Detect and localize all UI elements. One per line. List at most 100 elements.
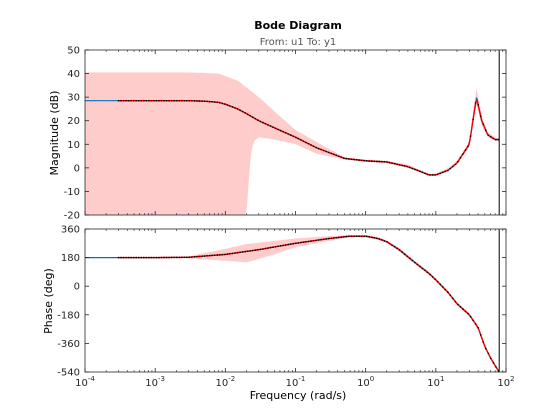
data-point: [439, 283, 442, 286]
data-point: [348, 158, 350, 160]
data-point: [398, 249, 401, 251]
data-point: [282, 130, 284, 133]
data-point: [201, 100, 203, 102]
confidence-band: [85, 72, 500, 216]
chart-subtitle: From: u1 To: y1: [260, 37, 337, 48]
data-point: [191, 256, 193, 258]
data-point: [462, 308, 464, 310]
data-point: [125, 99, 127, 102]
data-point: [127, 256, 130, 259]
data-point: [363, 235, 366, 237]
data-point: [120, 99, 122, 102]
data-point: [454, 300, 457, 303]
data-point: [267, 124, 269, 126]
data-point: [249, 115, 251, 117]
data-point: [137, 256, 140, 259]
data-point: [193, 100, 196, 102]
data-point: [216, 101, 219, 103]
data-point: [249, 250, 251, 252]
data-point: [155, 99, 158, 102]
data-point: [211, 254, 213, 257]
data-point: [409, 257, 411, 260]
data-point: [277, 128, 279, 131]
data-point: [206, 100, 208, 103]
magnitude-y-axis-label: Magnitude (dB): [48, 91, 61, 176]
data-point: [170, 99, 173, 102]
data-point: [426, 271, 429, 274]
data-point: [373, 237, 376, 239]
data-point: [145, 256, 148, 259]
data-point: [122, 256, 125, 259]
data-point: [472, 118, 474, 121]
data-point: [186, 99, 188, 102]
data-point: [441, 286, 444, 288]
data-point: [244, 112, 246, 114]
data-point: [378, 160, 381, 163]
data-point: [203, 255, 206, 257]
data-point: [135, 99, 137, 102]
data-point: [295, 242, 297, 245]
data-point: [269, 246, 272, 249]
data-point: [183, 99, 186, 102]
data-point: [416, 169, 419, 172]
data-point: [431, 174, 434, 176]
data-point: [175, 256, 178, 259]
data-point: [130, 99, 132, 102]
data-point: [289, 134, 292, 136]
data-point: [429, 174, 431, 176]
data-point: [454, 163, 457, 166]
data-point: [224, 103, 226, 105]
data-point: [360, 235, 363, 237]
data-point: [188, 256, 191, 259]
data-point: [158, 256, 160, 259]
data-point: [267, 247, 269, 249]
data-point: [287, 243, 290, 246]
data-point: [143, 99, 145, 102]
data-point: [485, 347, 487, 350]
data-point: [401, 251, 404, 253]
data-point: [358, 159, 360, 161]
data-point: [320, 238, 322, 241]
data-point: [168, 256, 170, 259]
y-tick-label: 10: [67, 140, 80, 151]
data-point: [244, 250, 246, 253]
data-point: [482, 341, 485, 343]
data-point: [165, 99, 168, 102]
data-point: [317, 147, 320, 150]
data-point: [338, 236, 340, 239]
data-point: [193, 255, 196, 258]
data-point: [127, 99, 130, 102]
axes-frame: [84, 228, 507, 373]
y-tick-label: 0: [74, 282, 80, 293]
data-point: [424, 172, 426, 175]
data-point: [378, 238, 381, 240]
y-tick-label: 30: [67, 93, 80, 104]
data-point: [191, 100, 193, 102]
data-point: [284, 132, 287, 134]
data-point: [284, 244, 287, 246]
data-point: [120, 256, 122, 259]
data-point: [381, 160, 383, 163]
data-point: [148, 99, 150, 102]
data-point: [312, 145, 315, 148]
measured-line: [118, 235, 500, 373]
data-point: [381, 239, 383, 241]
data-point: [274, 127, 277, 130]
y-tick-label: 40: [67, 69, 80, 80]
data-point: [292, 242, 295, 245]
y-tick-label: -180: [57, 310, 80, 321]
data-point: [234, 252, 236, 254]
data-point: [312, 239, 315, 242]
data-point: [322, 238, 325, 241]
data-point: [386, 241, 388, 243]
data-point: [396, 163, 398, 166]
data-point: [203, 100, 206, 102]
data-point: [406, 165, 409, 168]
data-point: [477, 327, 480, 329]
data-point: [452, 297, 454, 300]
data-point: [216, 254, 219, 256]
data-point: [307, 142, 310, 145]
data-point: [231, 106, 234, 108]
phase-y-axis-label: Phase (deg): [42, 268, 55, 334]
data-point: [373, 160, 376, 163]
